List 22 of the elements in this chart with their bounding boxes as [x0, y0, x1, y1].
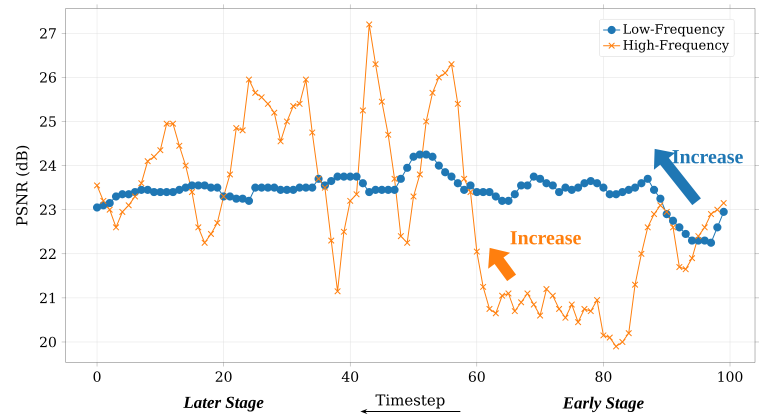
x-tick-label: 80: [595, 371, 612, 382]
x-axis-title: Timestep: [376, 394, 445, 408]
y-tick-label: 21: [40, 292, 55, 304]
x-tick-label: 40: [342, 371, 358, 382]
legend-label: High-Frequency: [623, 40, 730, 52]
y-axis-title: PSNR (dB): [16, 146, 30, 226]
text: Later Stage: [183, 396, 264, 412]
y-tick-label: 23: [40, 204, 56, 215]
text: Early Stage: [562, 396, 644, 412]
y-tick-label: 20: [40, 336, 56, 348]
legend-label: Low-Frequency: [623, 24, 725, 37]
y-tick-label: 25: [40, 116, 56, 127]
x-tick-label: 20: [216, 371, 232, 382]
x-tick-label: 0: [94, 371, 101, 382]
annotation: Increase: [510, 231, 581, 244]
y-tick-label: 27: [40, 28, 56, 38]
annotation: Increase: [672, 150, 743, 164]
x-tick-label: 100: [718, 371, 742, 382]
x-tick-label: 60: [468, 371, 485, 382]
y-tick-label: 24: [40, 160, 56, 171]
y-tick-label: 26: [40, 72, 56, 83]
y-tick-label: 22: [40, 248, 56, 259]
